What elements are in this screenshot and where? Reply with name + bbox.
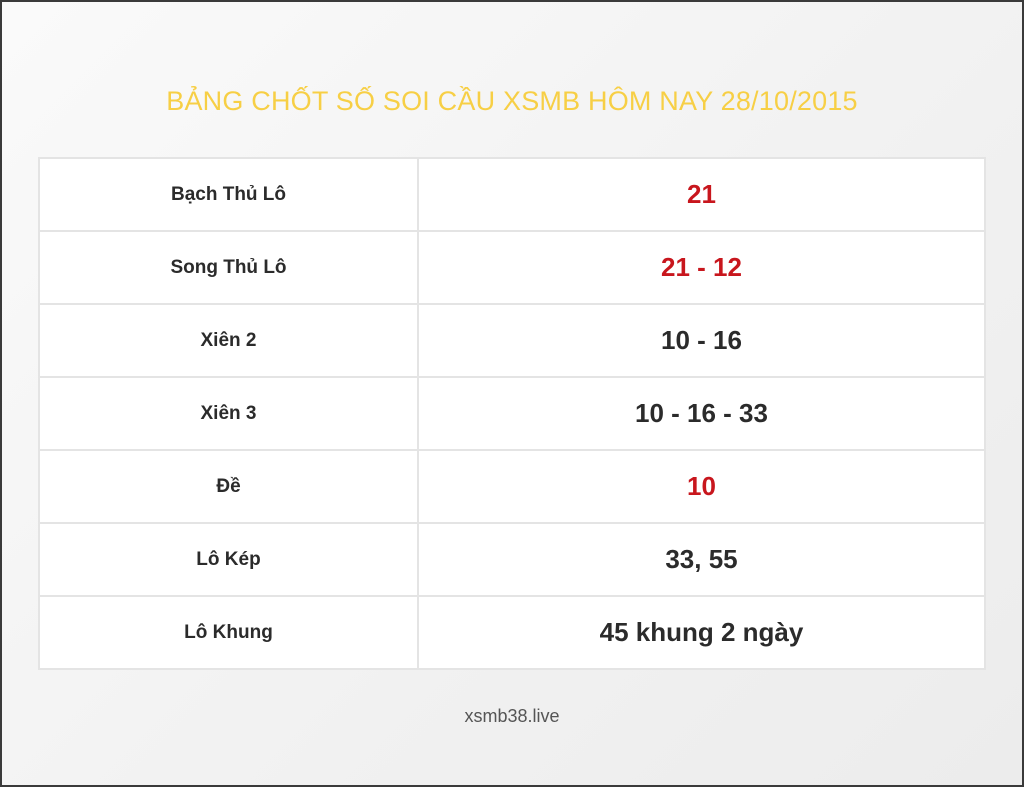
row-value: 21 - 12 [417, 230, 986, 305]
row-label: Lô Kép [38, 522, 419, 597]
row-value: 45 khung 2 ngày [417, 595, 986, 670]
prediction-table: Bạch Thủ Lô 21 Song Thủ Lô 21 - 12 Xiên 2 10 … [38, 157, 986, 670]
row-label: Bạch Thủ Lô [38, 157, 419, 232]
table-row: Xiên 3 10 - 16 - 33 [38, 376, 986, 451]
row-label: Xiên 3 [38, 376, 419, 451]
row-value: 21 [417, 157, 986, 232]
page-title: BẢNG CHỐT SỐ SOI CẦU XSMB HÔM NAY 28/10/… [166, 86, 858, 116]
row-label: Song Thủ Lô [38, 230, 419, 305]
table-row: Đề 10 [38, 449, 986, 524]
site-name: xsmb38.live [464, 706, 560, 726]
row-value: 10 - 16 - 33 [417, 376, 986, 451]
row-value: 10 - 16 [417, 303, 986, 378]
row-value: 10 [417, 449, 986, 524]
row-value: 33, 55 [417, 522, 986, 597]
row-label: Xiên 2 [38, 303, 419, 378]
table-row: Song Thủ Lô 21 - 12 [38, 230, 986, 305]
table-row: Lô Kép 33, 55 [38, 522, 986, 597]
table-row: Lô Khung 45 khung 2 ngày [38, 595, 986, 670]
table-row: Xiên 2 10 - 16 [38, 303, 986, 378]
row-label: Đề [38, 449, 419, 524]
row-label: Lô Khung [38, 595, 419, 670]
table-row: Bạch Thủ Lô 21 [38, 157, 986, 232]
